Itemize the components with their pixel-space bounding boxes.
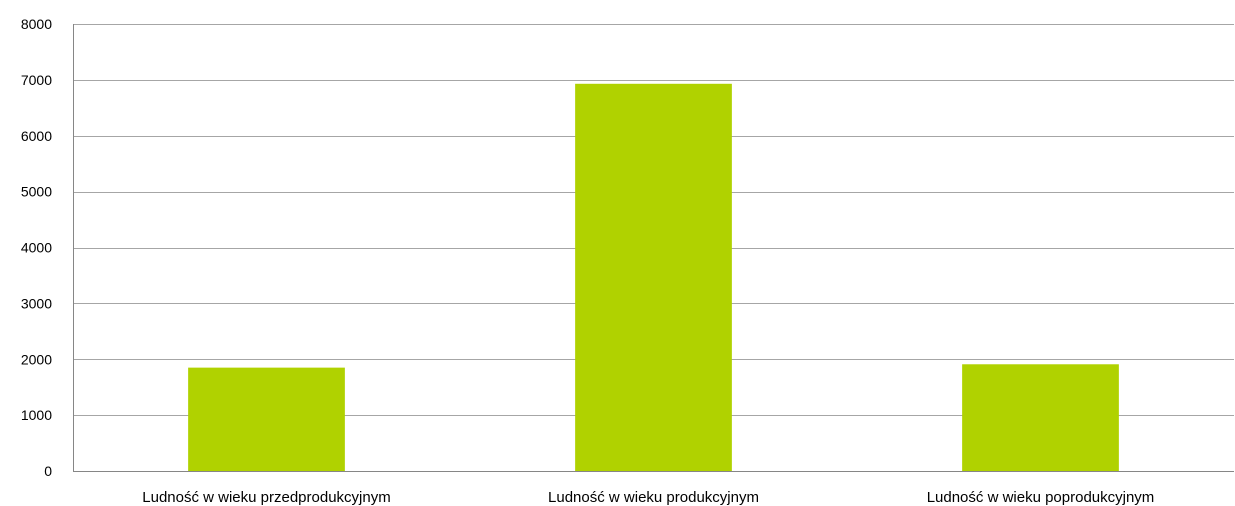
x-axis-category-labels: Ludność w wieku przedprodukcyjnym Ludność… xyxy=(142,489,1154,506)
y-tick-label: 2000 xyxy=(21,351,52,367)
bar xyxy=(962,364,1119,471)
x-category-label: Ludność w wieku przedprodukcyjnym xyxy=(142,489,390,506)
x-category-label: Ludność w wieku poprodukcyjnym xyxy=(927,489,1155,506)
x-category-label: Ludność w wieku produkcyjnym xyxy=(548,489,759,506)
y-tick-label: 1000 xyxy=(21,407,52,423)
y-tick-label: 8000 xyxy=(21,16,52,32)
bar xyxy=(575,83,732,471)
y-tick-label: 0 xyxy=(44,463,52,479)
y-tick-label: 6000 xyxy=(21,128,52,144)
bars xyxy=(188,83,1119,471)
y-tick-label: 7000 xyxy=(21,72,52,88)
bar xyxy=(188,367,345,471)
y-tick-label: 3000 xyxy=(21,295,52,311)
y-axis-tick-labels: 0 1000 2000 3000 4000 5000 6000 7000 8000 xyxy=(21,16,52,479)
y-tick-label: 4000 xyxy=(21,240,52,256)
y-tick-label: 5000 xyxy=(21,184,52,200)
